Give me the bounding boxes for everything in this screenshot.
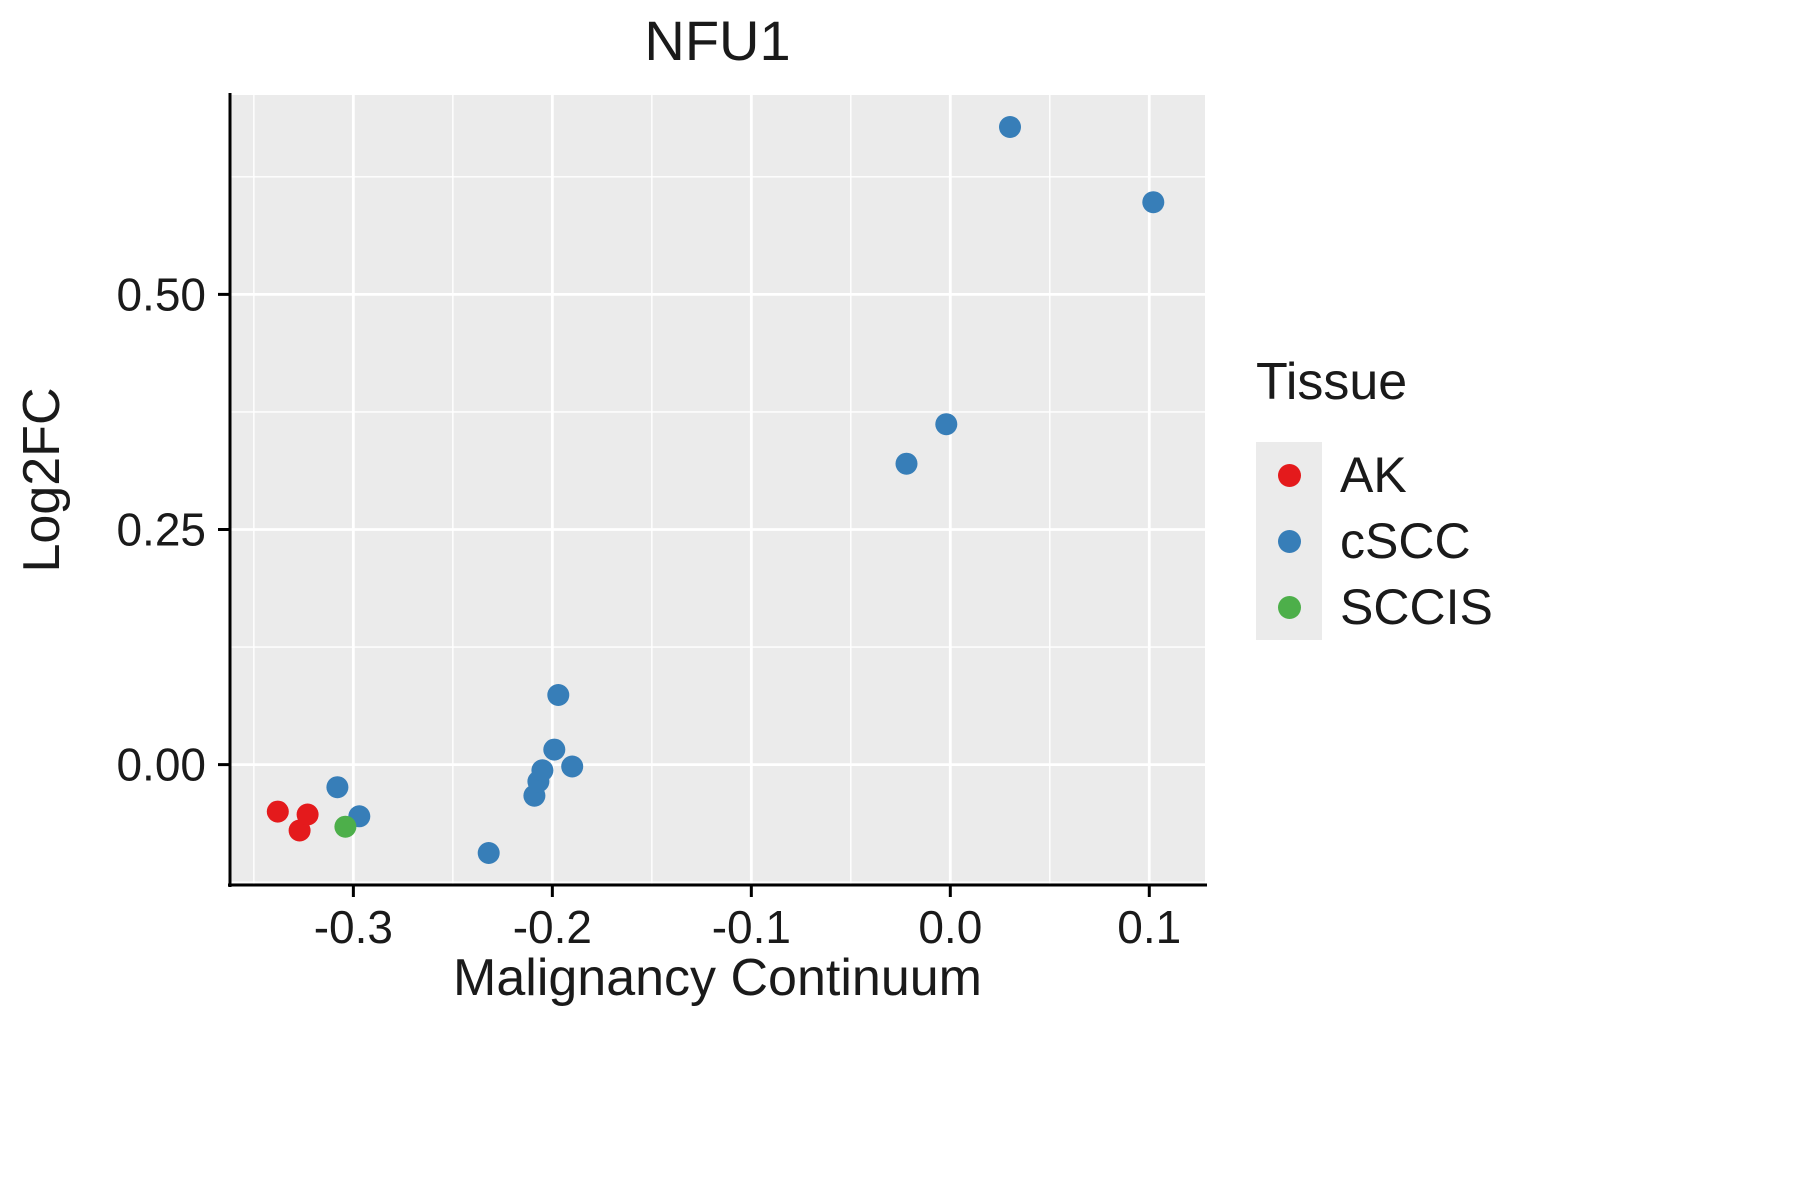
y-tick-label: 0.50	[116, 268, 206, 320]
ak-dot-icon	[1277, 463, 1301, 487]
x-axis-title: Malignancy Continuum	[453, 949, 982, 1007]
legend-label-sccis: SCCIS	[1340, 579, 1493, 635]
data-point-cscc	[999, 116, 1021, 138]
y-tick-label: 0.25	[116, 504, 206, 556]
legend-item-ak: AK	[1256, 442, 1493, 508]
x-tick-label: -0.2	[513, 901, 592, 953]
legend-item-sccis: SCCIS	[1256, 574, 1493, 640]
data-point-cscc	[477, 842, 500, 864]
legend-key-box	[1256, 508, 1322, 574]
legend: Tissue AK cSCC SCCIS	[1256, 352, 1493, 640]
data-point-cscc	[531, 759, 554, 782]
data-point-cscc	[326, 776, 349, 799]
sccis-dot-icon	[1277, 595, 1301, 619]
x-tick-label: -0.1	[712, 901, 791, 953]
x-tick-label: 0.1	[1117, 901, 1181, 953]
legend-key-box	[1256, 574, 1322, 640]
data-point-cscc	[543, 738, 566, 761]
y-tick-label: 0.00	[116, 739, 206, 791]
data-point-cscc	[1142, 191, 1165, 214]
data-point-cscc	[547, 684, 570, 706]
data-point-cscc	[895, 452, 918, 475]
data-point-ak	[266, 800, 289, 823]
data-point-cscc	[935, 413, 958, 436]
legend-label-cscc: cSCC	[1340, 513, 1471, 569]
legend-key-box	[1256, 442, 1322, 508]
legend-label-ak: AK	[1340, 447, 1407, 503]
plot-title: NFU1	[644, 9, 791, 72]
panel-background	[230, 95, 1205, 885]
x-tick-label: -0.3	[314, 901, 393, 953]
y-axis-title: Log2FC	[13, 387, 71, 573]
data-point-sccis	[334, 815, 357, 838]
legend-title: Tissue	[1256, 353, 1408, 411]
data-point-cscc	[561, 755, 584, 778]
data-point-ak	[296, 803, 319, 826]
cscc-dot-icon	[1277, 529, 1301, 553]
legend-item-cscc: cSCC	[1256, 508, 1493, 574]
x-tick-label: 0.0	[918, 901, 982, 953]
